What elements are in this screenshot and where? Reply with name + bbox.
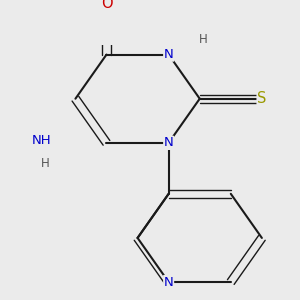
Text: O: O xyxy=(101,0,112,11)
Text: NH: NH xyxy=(32,134,51,147)
Text: N: N xyxy=(164,276,173,289)
Text: H: H xyxy=(41,157,50,170)
Text: S: S xyxy=(257,91,267,106)
Text: H: H xyxy=(41,157,50,170)
Text: NH: NH xyxy=(32,136,51,149)
Text: N: N xyxy=(164,48,173,61)
Text: N: N xyxy=(164,136,173,149)
Text: H: H xyxy=(198,33,207,46)
